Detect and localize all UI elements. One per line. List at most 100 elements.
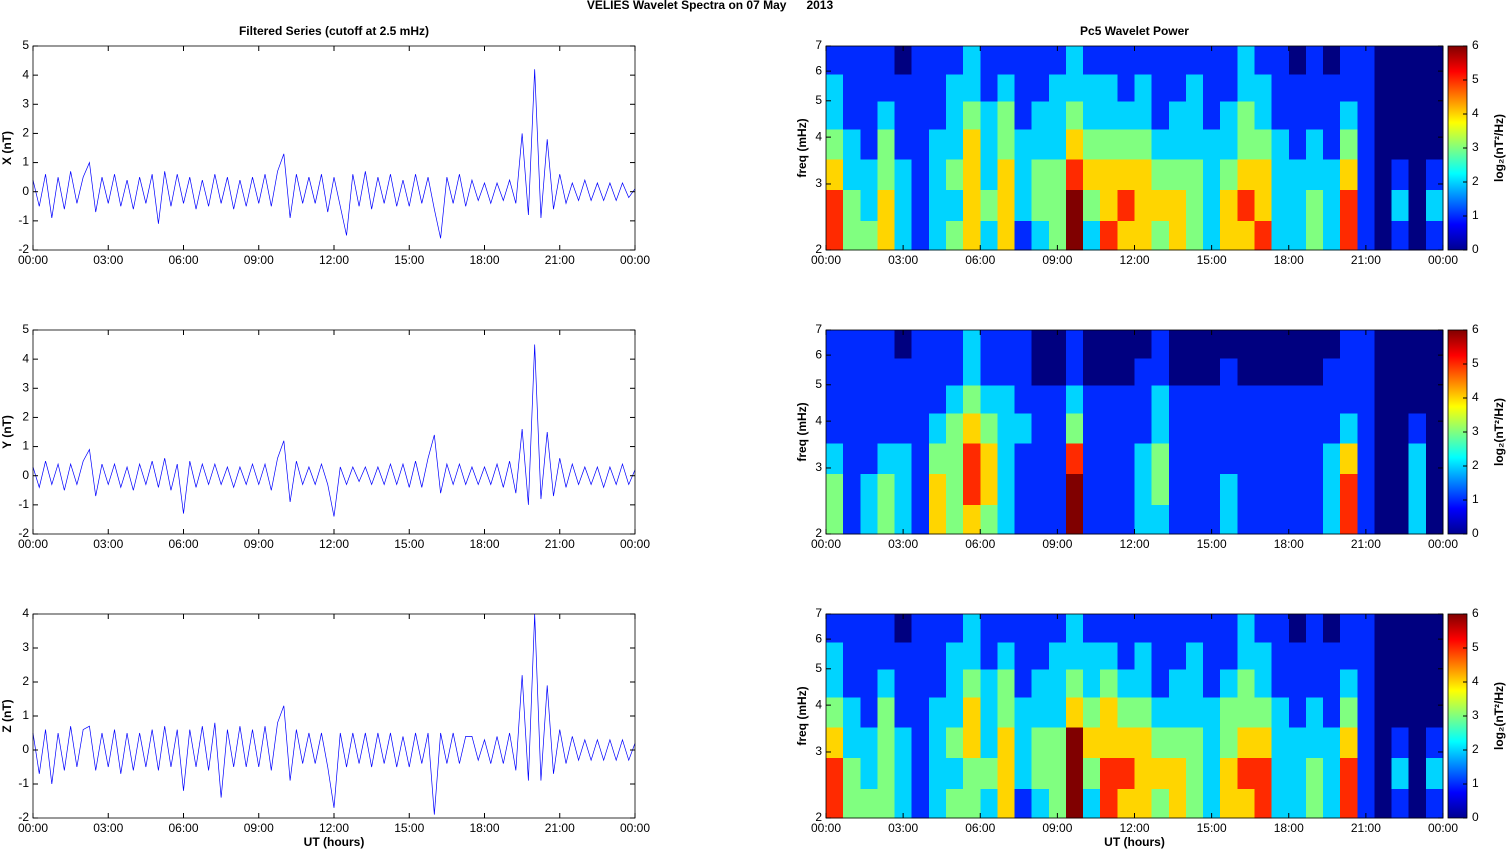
x-tick-label: 03:00 — [93, 537, 123, 551]
heat-cell — [928, 46, 947, 75]
heat-cell — [1185, 504, 1204, 535]
heat-cell — [1065, 384, 1084, 414]
heat-cell — [911, 129, 930, 160]
heat-cell — [963, 442, 981, 474]
heat-cell — [1117, 413, 1135, 444]
colorbar-tick-label: 4 — [1472, 106, 1479, 120]
y-axis-label: Y (nT) — [0, 415, 14, 449]
x-tick-label: 21:00 — [545, 253, 575, 267]
heat-cell — [980, 442, 998, 474]
heat-cell — [1031, 413, 1050, 444]
heat-cell — [1408, 504, 1427, 535]
heat-cell — [963, 384, 981, 414]
heat-cell — [1048, 46, 1067, 75]
heat-cell — [1031, 668, 1050, 698]
colorbar-tick-label: 3 — [1472, 708, 1479, 722]
heat-cell — [1391, 641, 1410, 670]
heat-cell — [1408, 697, 1427, 728]
y-tick-label: 4 — [815, 697, 822, 711]
heat-cell — [1220, 73, 1238, 102]
heat-cell — [1425, 189, 1444, 221]
heat-cell — [945, 73, 964, 102]
heat-cell — [1305, 73, 1324, 102]
heat-cell — [1185, 668, 1204, 698]
heat-cell — [894, 189, 913, 221]
heat-cell — [1168, 330, 1187, 359]
heat-cell — [1065, 504, 1084, 535]
heat-cell — [1374, 189, 1393, 221]
heat-cell — [911, 473, 930, 505]
colorbar-tick-label: 0 — [1472, 242, 1479, 256]
heat-cell — [860, 641, 878, 670]
heat-cell — [945, 668, 964, 698]
x-tick-label: 21:00 — [1351, 821, 1381, 835]
heat-cell — [1134, 73, 1153, 102]
heat-cell — [1391, 129, 1410, 160]
heat-cell — [1254, 413, 1273, 444]
heat-cell — [963, 357, 981, 386]
heat-cell — [980, 697, 998, 728]
heat-cell — [1237, 357, 1255, 386]
heat-cell — [843, 697, 861, 728]
heat-cell — [963, 757, 981, 789]
heat-cell — [1151, 442, 1170, 474]
heat-cell — [1323, 189, 1341, 221]
heat-cell — [1203, 189, 1221, 221]
heat-cell — [843, 100, 861, 130]
heat-cell — [1254, 697, 1273, 728]
heat-cell — [1100, 726, 1118, 758]
heat-cell — [963, 641, 981, 670]
heat-cell — [1117, 384, 1135, 414]
heat-cell — [1185, 129, 1204, 160]
heat-cell — [860, 129, 878, 160]
x-tick-label: 18:00 — [1274, 253, 1304, 267]
x-tick-label: 00:00 — [811, 253, 841, 267]
x-tick-label: 21:00 — [545, 821, 575, 835]
colorbar-tick-label: 4 — [1472, 674, 1479, 688]
heat-cell — [1357, 413, 1375, 444]
heat-cell — [1288, 788, 1307, 819]
heat-cell — [911, 504, 930, 535]
heat-cell — [945, 788, 964, 819]
heat-cell — [1425, 788, 1444, 819]
heat-cell — [1323, 473, 1341, 505]
x-tick-label: 21:00 — [1351, 253, 1381, 267]
heat-cell — [1203, 158, 1221, 190]
heat-cell — [1134, 504, 1153, 535]
heat-cell — [1408, 189, 1427, 221]
heat-cell — [1151, 129, 1170, 160]
heat-cell — [1288, 442, 1307, 474]
y-tick-label: 4 — [815, 413, 822, 427]
heat-cell — [1151, 413, 1170, 444]
heat-cell — [1151, 220, 1170, 251]
y-tick-label: 1 — [22, 155, 29, 169]
heat-cell — [997, 73, 1016, 102]
heat-cell — [1014, 473, 1033, 505]
heat-cell — [997, 504, 1016, 535]
heat-cell — [1203, 357, 1221, 386]
heat-cell — [1271, 129, 1290, 160]
heat-cell — [1288, 158, 1307, 190]
heat-cell — [860, 357, 878, 386]
heat-cell — [843, 73, 861, 102]
heat-cell — [843, 330, 861, 359]
heat-cell — [1357, 757, 1375, 789]
heat-cell — [1305, 413, 1324, 444]
heat-cell — [1083, 614, 1101, 643]
heat-cell — [1323, 788, 1341, 819]
heat-cell — [826, 726, 844, 758]
heat-cell — [1117, 73, 1135, 102]
heat-cell — [1288, 220, 1307, 251]
heat-cell — [1185, 189, 1204, 221]
heat-cell — [1151, 504, 1170, 535]
heat-cell — [1065, 189, 1084, 221]
heat-cell — [1271, 357, 1290, 386]
heat-cell — [1031, 504, 1050, 535]
heat-cell — [1117, 614, 1135, 643]
heat-cell — [1065, 158, 1084, 190]
heat-cell — [1065, 129, 1084, 160]
heat-cell — [1254, 189, 1273, 221]
heat-cell — [1151, 668, 1170, 698]
heat-cell — [1391, 413, 1410, 444]
y-tick-label: 5 — [815, 93, 822, 107]
